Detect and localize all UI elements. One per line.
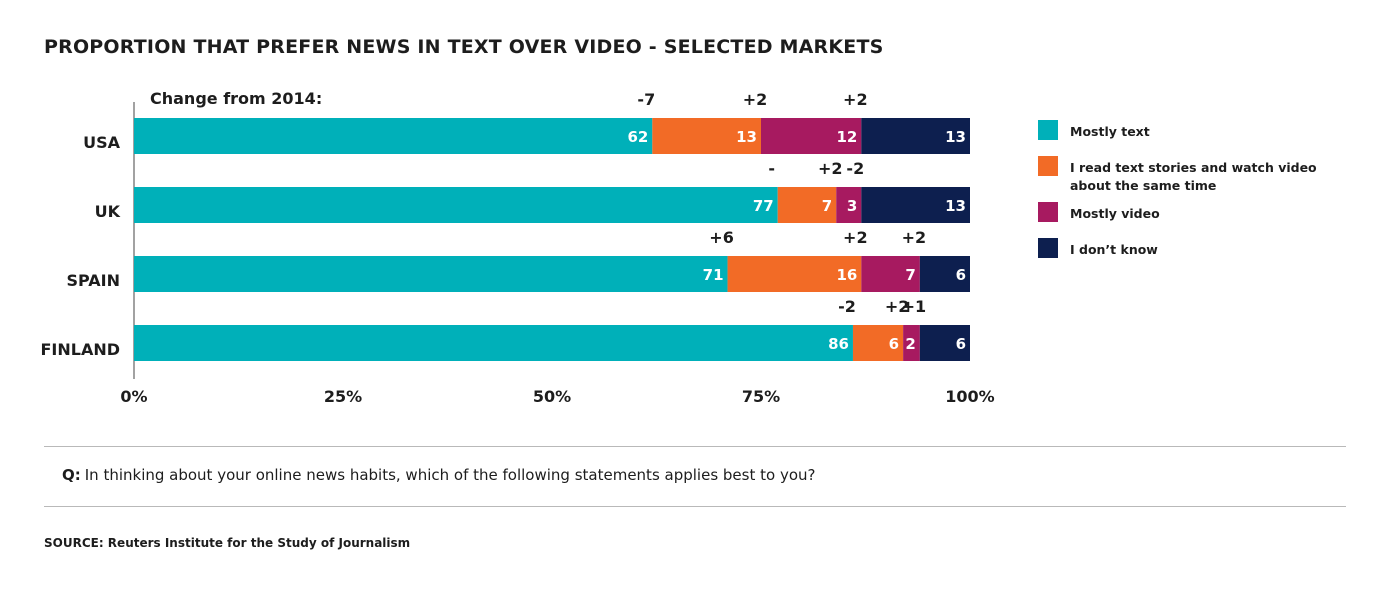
bar-uk-0 [134,187,778,223]
data-label-finland-0: 86 [828,335,849,353]
data-label-spain-0: 71 [703,266,724,284]
legend-swatch-mostly-text [1038,120,1058,140]
legend-label-mostly-video: Mostly video [1070,206,1160,221]
data-label-spain-3: 6 [956,266,966,284]
x-tick-label-1: 25% [324,387,362,406]
bar-spain-1 [727,256,862,292]
data-label-finland-1: 6 [889,335,899,353]
change-label-usa-1: +2 [743,90,768,109]
legend-label-both: I read text stories and watch video abou… [1070,160,1317,193]
data-label-spain-1: 16 [836,266,857,284]
bar-finland-1 [852,325,904,361]
bar-usa-0 [134,118,653,154]
bar-finland-2 [903,325,920,361]
category-label-spain: SPAIN [66,271,120,290]
change-label-spain-2: +2 [902,228,927,247]
data-label-finland-2: 2 [905,335,915,353]
data-label-uk-2: 3 [847,197,857,215]
data-label-usa-3: 13 [945,128,966,146]
legend: Mostly text I read text stories and watc… [1038,118,1338,272]
category-label-uk: UK [95,202,121,221]
change-label-uk-1: +2 [818,159,843,178]
chart-title: PROPORTION THAT PREFER NEWS IN TEXT OVER… [44,36,884,58]
change-header: Change from 2014: [150,89,322,108]
category-label-usa: USA [83,133,121,152]
legend-item-dont-know: I don’t know [1038,236,1338,272]
data-label-uk-1: 7 [822,197,832,215]
legend-swatch-both [1038,156,1058,176]
question-label: Q: [62,466,81,484]
bar-finland-3 [919,325,970,361]
bar-spain-0 [134,256,728,292]
change-label-spain-1: +2 [843,228,868,247]
bar-spain-2 [861,256,920,292]
data-label-uk-3: 13 [945,197,966,215]
legend-label-dont-know: I don’t know [1070,242,1158,257]
survey-question: Q: In thinking about your online news hab… [62,466,815,484]
legend-swatch-dont-know [1038,238,1058,258]
change-label-spain-0: +6 [709,228,734,247]
legend-item-both: I read text stories and watch video abou… [1038,154,1338,200]
data-label-spain-2: 7 [905,266,915,284]
x-tick-label-2: 50% [533,387,571,406]
x-tick-label-3: 75% [742,387,780,406]
category-label-finland: FINLAND [40,340,120,359]
bar-uk-1 [777,187,837,223]
change-label-uk-0: - [768,159,775,178]
change-label-uk-2: -2 [846,159,864,178]
bar-spain-3 [919,256,970,292]
x-tick-label-4: 100% [945,387,994,406]
bar-uk-3 [861,187,970,223]
bar-uk-2 [836,187,862,223]
question-text: In thinking about your online news habit… [84,466,816,484]
change-label-finland-0: -2 [838,297,856,316]
change-label-finland-1: +2 [885,297,910,316]
bar-finland-0 [134,325,853,361]
legend-item-mostly-text: Mostly text [1038,118,1338,154]
change-label-usa-2: +2 [843,90,868,109]
legend-swatch-mostly-video [1038,202,1058,222]
change-label-usa-0: -7 [637,90,655,109]
data-label-usa-2: 12 [836,128,857,146]
data-label-usa-0: 62 [627,128,648,146]
bar-usa-2 [761,118,862,154]
data-label-usa-1: 13 [736,128,757,146]
legend-label-mostly-text: Mostly text [1070,124,1150,139]
divider-top [44,446,1346,447]
x-tick-label-0: 0% [120,387,147,406]
legend-item-mostly-video: Mostly video [1038,200,1338,236]
data-label-uk-0: 77 [753,197,774,215]
source-note: SOURCE: Reuters Institute for the Study … [44,536,411,550]
bar-usa-3 [861,118,970,154]
change-label-finland-2: +1 [902,297,927,316]
data-label-finland-3: 6 [956,335,966,353]
divider-bottom [44,506,1346,507]
bar-usa-1 [652,118,761,154]
